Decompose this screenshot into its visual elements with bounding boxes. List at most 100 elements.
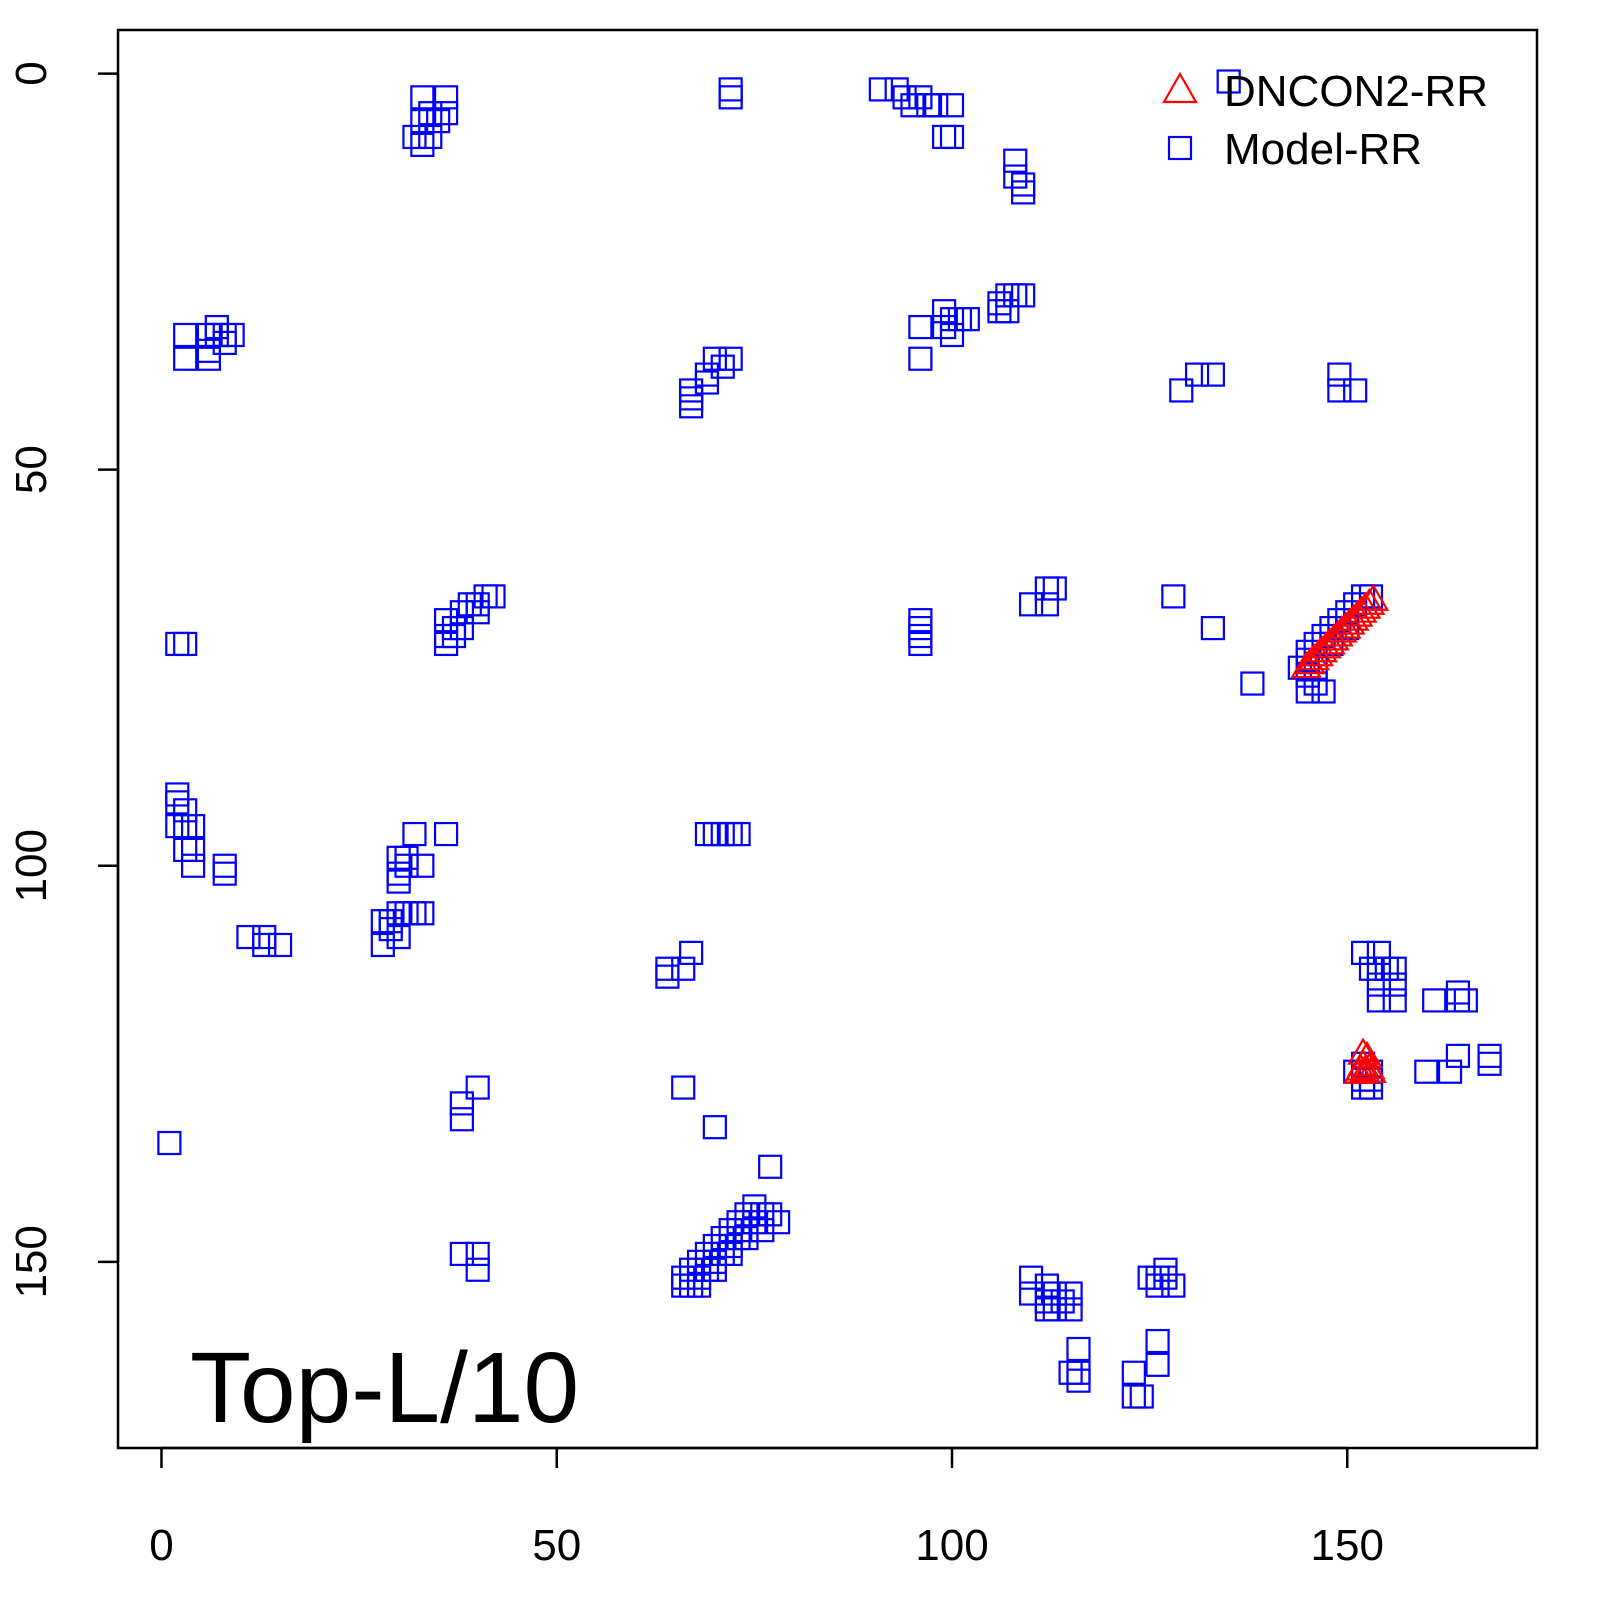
model-rr-point (1343, 378, 1368, 403)
dncon2-rr-point (1347, 1037, 1379, 1065)
model-rr-point (1295, 647, 1320, 672)
model-rr-point (1161, 584, 1186, 609)
model-rr-point (1042, 1281, 1067, 1306)
model-rr-point (765, 1210, 791, 1235)
model-rr-point (718, 1241, 743, 1267)
model-rr-point (418, 124, 443, 150)
model-rr-point (939, 322, 965, 348)
model-rr-point (718, 85, 743, 110)
model-rr-point (702, 821, 727, 847)
model-rr-point (1311, 679, 1336, 704)
model-rr-point (702, 1115, 727, 1140)
model-rr-point (410, 853, 435, 878)
model-rr-point (1422, 988, 1447, 1013)
model-rr-point (908, 623, 933, 649)
model-rr-point (181, 837, 206, 863)
model-rr-point (1477, 1043, 1502, 1068)
model-rr-point (932, 299, 957, 324)
model-rr-point (220, 322, 245, 348)
model-rr-point (386, 861, 411, 886)
model-rr-point (939, 307, 965, 332)
model-rr-point (671, 1265, 696, 1290)
model-rr-point (465, 1075, 490, 1100)
model-rr-point (1129, 1384, 1154, 1409)
model-rr-point (1445, 980, 1471, 1005)
model-rr-point (433, 631, 459, 657)
model-rr-point (204, 314, 229, 340)
model-rr-point (750, 1218, 775, 1243)
model-rr-point (679, 1273, 704, 1298)
model-rr-point (433, 608, 459, 633)
model-rr-point (410, 109, 435, 134)
model-rr-point (173, 837, 198, 863)
model-rr-point (908, 631, 933, 657)
model-rr-point (402, 124, 427, 150)
model-rr-point (465, 1241, 490, 1267)
plot-area-frame (116, 28, 1539, 1450)
model-rr-point (710, 1241, 735, 1267)
model-rr-point (1066, 1368, 1091, 1393)
model-rr-point (1327, 378, 1352, 403)
model-rr-point (1184, 362, 1210, 387)
model-rr-point (1018, 1265, 1044, 1290)
model-rr-point (758, 1202, 783, 1227)
model-rr-point (1153, 1257, 1178, 1282)
model-rr-point (410, 85, 435, 110)
model-rr-point (1145, 1328, 1170, 1354)
model-rr-point (370, 909, 395, 934)
model-rr-point (694, 821, 720, 847)
model-rr-point (196, 338, 222, 363)
model-rr-point (1121, 1360, 1146, 1385)
model-rr-point (481, 584, 506, 609)
model-rr-point (694, 370, 720, 395)
model-rr-point (1169, 378, 1194, 403)
model-rr-point (394, 845, 419, 870)
model-rr-point (1121, 1384, 1146, 1409)
model-rr-point (465, 1257, 490, 1282)
x-tick-label: 150 (1311, 1521, 1384, 1570)
model-rr-point (1011, 283, 1036, 308)
x-tick-label: 50 (532, 1521, 581, 1570)
model-rr-point (1034, 1289, 1059, 1314)
model-rr-point (1018, 1281, 1044, 1306)
model-rr-point (402, 901, 427, 926)
model-rr-point (694, 1257, 720, 1282)
model-rr-point (252, 932, 277, 958)
dncon2-rr-point (1349, 591, 1382, 619)
model-rr-point (1145, 1352, 1170, 1377)
model-rr-point (726, 1225, 751, 1251)
model-rr-point (1453, 988, 1478, 1013)
model-rr-point (671, 1273, 696, 1298)
model-rr-point (932, 124, 957, 150)
model-rr-point (173, 631, 198, 657)
model-rr-point (718, 77, 743, 102)
model-rr-point (252, 924, 277, 950)
model-rr-point (386, 901, 411, 926)
model-rr-point (173, 322, 198, 348)
model-rr-point (987, 291, 1012, 316)
model-rr-point (449, 600, 474, 625)
model-rr-point (457, 592, 482, 617)
model-rr-point (686, 1265, 712, 1290)
model-rr-point (1050, 1289, 1075, 1314)
model-rr-point (679, 940, 704, 965)
model-rr-point (900, 93, 925, 118)
model-rr-point (1414, 1059, 1439, 1084)
model-rr-point (473, 584, 498, 609)
model-rr-point (165, 631, 190, 657)
model-rr-point (686, 1249, 712, 1274)
model-rr-point (987, 299, 1012, 324)
model-rr-point (449, 1241, 474, 1267)
model-rr-point (1034, 1297, 1059, 1322)
model-rr-point (1145, 1265, 1170, 1290)
model-rr-point (1358, 956, 1384, 981)
model-rr-point (995, 299, 1020, 324)
model-rr-point (1366, 988, 1391, 1013)
model-rr-point (1066, 1360, 1091, 1385)
model-rr-point (718, 821, 743, 847)
dncon2-rr-point (1355, 1055, 1387, 1084)
model-rr-point (1003, 148, 1028, 173)
model-rr-point (1011, 172, 1036, 197)
model-rr-point (710, 1225, 735, 1251)
model-rr-point (686, 1273, 712, 1298)
